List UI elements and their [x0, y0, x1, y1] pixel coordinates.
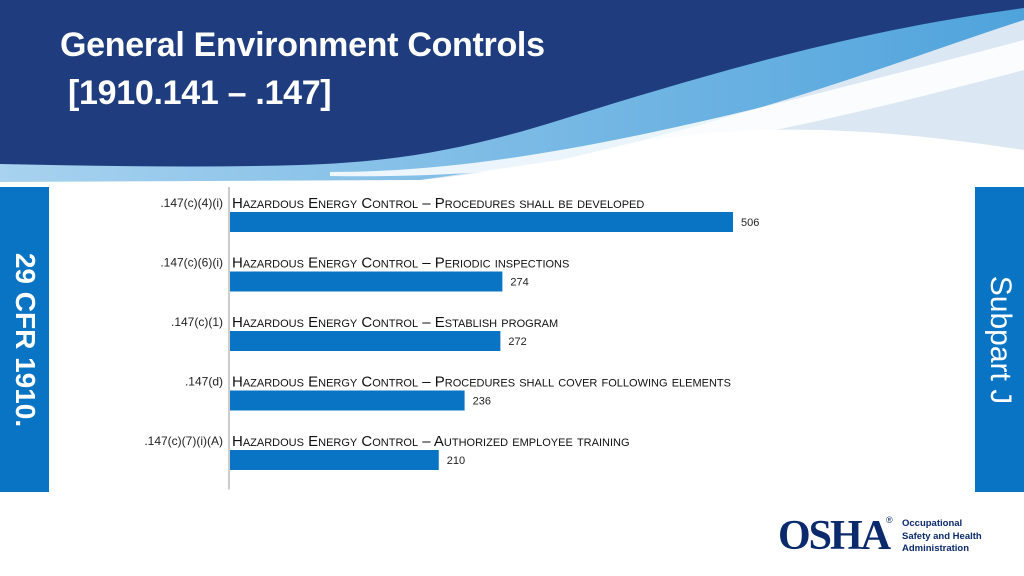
subpart-label: Subpart J [983, 275, 1017, 404]
category-description-label: Hazardous Energy Control – Procedures sh… [232, 195, 644, 212]
category-description-label: Hazardous Energy Control – Establish pro… [232, 314, 558, 331]
value-label: 272 [508, 336, 526, 348]
left-side-tab: 29 CFR 1910. [0, 187, 49, 492]
regulation-label: 29 CFR 1910. [9, 252, 41, 427]
page-title: General Environment Controls [60, 26, 545, 64]
registered-mark: ® [886, 515, 893, 525]
bar [230, 271, 503, 292]
page-subtitle: [1910.141 – .147] [68, 74, 332, 112]
osha-line-2: Safety and Health [902, 530, 982, 542]
bar [230, 331, 501, 351]
category-description-label: Hazardous Energy Control – Authorized em… [232, 433, 630, 450]
category-code-label: .147(c)(1) [171, 315, 223, 329]
category-code-label: .147(c)(4)(i) [160, 196, 223, 210]
bar [230, 390, 465, 411]
value-label: 274 [510, 277, 528, 289]
osha-agency-name: Occupational Safety and Health Administr… [902, 518, 982, 556]
bar-chart: .147(c)(4)(i) Hazardous Energy Control – … [144, 187, 759, 490]
value-label: 236 [473, 396, 491, 408]
value-label: 210 [447, 455, 465, 467]
osha-logo: OSHA ® Occupational Safety and Health Ad… [778, 515, 998, 557]
osha-wordmark: OSHA [778, 513, 891, 559]
category-code-label: .147(d) [185, 375, 223, 389]
right-side-tab: Subpart J [975, 187, 1024, 492]
category-description-label: Hazardous Energy Control – Procedures sh… [232, 374, 731, 391]
bar [230, 450, 439, 470]
value-label: 506 [741, 217, 759, 229]
header-banner [0, 0, 1024, 190]
category-code-label: .147(c)(7)(i)(A) [144, 434, 223, 448]
osha-line-3: Administration [902, 543, 970, 554]
bar [230, 212, 733, 232]
category-code-label: .147(c)(6)(i) [160, 256, 223, 270]
category-description-label: Hazardous Energy Control – Periodic insp… [232, 255, 569, 272]
osha-line-1: Occupational [902, 518, 963, 529]
